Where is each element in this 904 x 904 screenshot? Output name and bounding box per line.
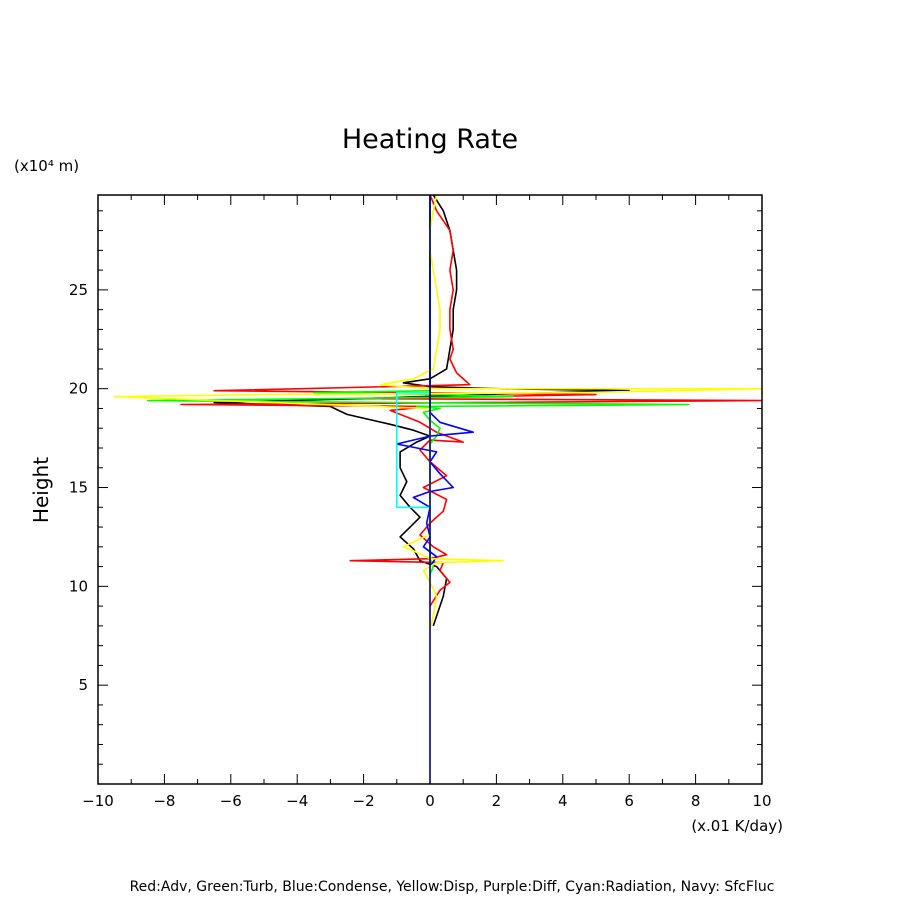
y-tick-label: 10	[69, 577, 88, 595]
chart-title: Heating Rate	[342, 124, 518, 155]
x-tick-label: 0	[425, 792, 435, 810]
series-line	[180, 195, 762, 607]
x-tick-label: 2	[492, 792, 502, 810]
plot-frame	[97, 194, 763, 785]
x-tick-label: 4	[558, 792, 568, 810]
x-tick-label: −4	[286, 792, 308, 810]
x-tick-label: −2	[353, 792, 375, 810]
x-tick-label: −10	[82, 792, 114, 810]
y-tick-label: 15	[69, 479, 88, 497]
tick-labels: −10 −8 −6 −4 −2 0 2 4 6 8 10 5 10 15 20 25	[69, 281, 772, 810]
series-line	[395, 195, 475, 568]
series-line	[113, 195, 762, 630]
y-tick-label: 25	[69, 281, 88, 299]
y-tick-label: 5	[78, 676, 88, 694]
x-tick-label: 10	[752, 792, 771, 810]
y-axis-title: Height	[29, 457, 53, 523]
series-line	[395, 391, 430, 509]
x-tick-label: 6	[624, 792, 634, 810]
series-line	[213, 195, 631, 627]
data-series	[113, 195, 762, 784]
x-tick-label: −8	[153, 792, 175, 810]
y-tick-label: 20	[69, 380, 88, 398]
legend-caption: Red:Adv, Green:Turb, Blue:Condense, Yell…	[130, 879, 775, 895]
x-tick-label: −6	[220, 792, 242, 810]
y-unit-label: (x10⁴ m)	[14, 157, 79, 175]
x-unit-label: (x.01 K/day)	[691, 817, 783, 835]
x-tick-label: 8	[691, 792, 701, 810]
